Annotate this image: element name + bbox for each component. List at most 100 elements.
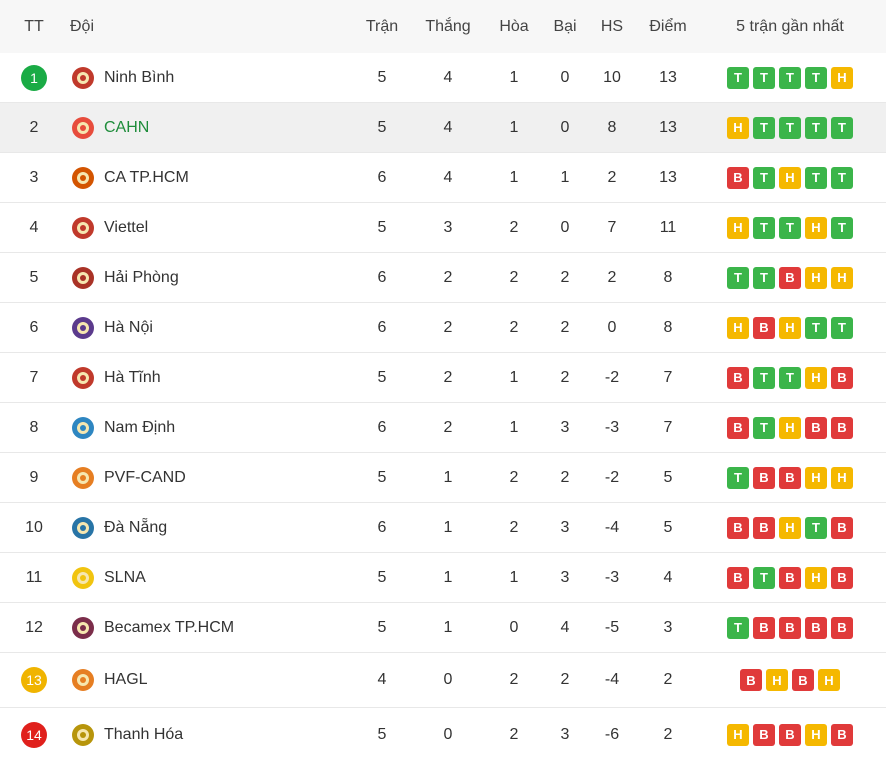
- form-badge: B: [831, 416, 853, 439]
- thanh-hoa-logo: [72, 723, 94, 746]
- form-badge: H: [727, 216, 749, 239]
- cahn-logo: [72, 116, 94, 139]
- table-row[interactable]: 3 CA TP.HCM 6 4 1 1 2 13 B T H T T: [0, 153, 886, 203]
- won-cell: 1: [443, 518, 453, 536]
- form-badge: T: [831, 116, 853, 139]
- played-cell: 5: [377, 568, 387, 586]
- form-badge: B: [831, 366, 853, 389]
- goal-difference-cell: 8: [607, 118, 617, 136]
- team-name[interactable]: Ninh Bình: [104, 68, 175, 86]
- form-badge: H: [831, 266, 853, 289]
- team-name[interactable]: Nam Định: [104, 418, 176, 436]
- team-name[interactable]: CA TP.HCM: [104, 168, 189, 186]
- won-cell: 4: [443, 118, 453, 136]
- hagl-logo: [72, 669, 94, 691]
- header-won: Thắng: [425, 17, 471, 35]
- form-badge: H: [831, 466, 853, 489]
- played-cell: 5: [377, 468, 387, 486]
- header-drawn: Hòa: [499, 17, 529, 35]
- form-badge: B: [831, 566, 853, 589]
- points-cell: 11: [659, 218, 677, 236]
- team-name[interactable]: Viettel: [104, 218, 149, 236]
- table-row[interactable]: 4 Viettel 5 3 2 0 7 11 H T T H T: [0, 203, 886, 253]
- drawn-cell: 2: [509, 268, 519, 286]
- form-badge: H: [727, 316, 749, 339]
- team-name[interactable]: Thanh Hóa: [104, 725, 184, 743]
- table-row[interactable]: 14 Thanh Hóa 5 0 2 3 -6 2 H B B H B: [0, 708, 886, 761]
- table-row[interactable]: 6 Hà Nội 6 2 2 2 0 8 H B H T T: [0, 303, 886, 353]
- form-badge: H: [805, 216, 827, 239]
- table-row[interactable]: 2 CAHN 5 4 1 0 8 13 H T T T T: [0, 103, 886, 153]
- table-row[interactable]: 8 Nam Định 6 2 1 3 -3 7 B T H B B: [0, 403, 886, 453]
- table-row[interactable]: 12 Becamex TP.HCM 5 1 0 4 -5 3 T B B B B: [0, 603, 886, 653]
- team-cell: CA TP.HCM: [70, 153, 360, 202]
- team-name[interactable]: Becamex TP.HCM: [104, 618, 235, 636]
- team-name[interactable]: Đà Nẵng: [104, 518, 168, 536]
- lost-cell: 0: [560, 218, 570, 236]
- won-cell: 0: [443, 725, 453, 743]
- goal-difference-cell: -2: [604, 468, 620, 486]
- team-cell: Hà Nội: [70, 303, 360, 352]
- played-cell: 4: [377, 671, 387, 688]
- won-cell: 0: [443, 671, 453, 688]
- ca-tphcm-logo: [72, 166, 94, 189]
- rank-cell: 3: [29, 168, 39, 186]
- team-name[interactable]: PVF-CAND: [104, 468, 186, 486]
- team-name[interactable]: Hà Tĩnh: [104, 368, 161, 386]
- form-badge: T: [779, 216, 801, 239]
- drawn-cell: 2: [509, 468, 519, 486]
- team-name[interactable]: Hải Phòng: [104, 268, 179, 286]
- form-badge: B: [727, 516, 749, 539]
- form-badge: B: [779, 466, 801, 489]
- form-badge: T: [753, 66, 775, 89]
- table-row[interactable]: 13 HAGL 4 0 2 2 -4 2 B H B H: [0, 653, 886, 708]
- goal-difference-cell: -6: [604, 725, 620, 743]
- team-cell: PVF-CAND: [70, 453, 360, 502]
- form-badge: B: [753, 723, 775, 746]
- form-badge: T: [727, 266, 749, 289]
- table-row[interactable]: 7 Hà Tĩnh 5 2 1 2 -2 7 B T T H B: [0, 353, 886, 403]
- header-rank: TT: [24, 17, 44, 35]
- form-badge: B: [740, 669, 762, 691]
- lost-cell: 2: [560, 468, 570, 486]
- rank-cell: 8: [29, 418, 39, 436]
- team-name[interactable]: Hà Nội: [104, 318, 153, 336]
- lost-cell: 2: [560, 268, 570, 286]
- form-badge: H: [779, 416, 801, 439]
- played-cell: 6: [377, 268, 387, 286]
- rank-cell: 7: [29, 368, 39, 386]
- form-badge: H: [805, 566, 827, 589]
- goal-difference-cell: -5: [604, 618, 620, 636]
- form-badge: B: [779, 723, 801, 746]
- form-badge: B: [831, 723, 853, 746]
- header-played: Trận: [365, 17, 399, 35]
- table-row[interactable]: 10 Đà Nẵng 6 1 2 3 -4 5 B B H T B: [0, 503, 886, 553]
- form-badge: T: [779, 366, 801, 389]
- table-row[interactable]: 1 Ninh Bình 5 4 1 0 10 13 T T T T H: [0, 53, 886, 103]
- form-badge: B: [753, 466, 775, 489]
- played-cell: 5: [377, 218, 387, 236]
- table-row[interactable]: 9 PVF-CAND 5 1 2 2 -2 5 T B B H H: [0, 453, 886, 503]
- ninh-binh-logo: [72, 66, 94, 89]
- form-badge: H: [818, 669, 840, 691]
- team-name[interactable]: CAHN: [104, 118, 150, 136]
- team-name[interactable]: SLNA: [104, 568, 146, 586]
- form-badge: T: [831, 316, 853, 339]
- table-row[interactable]: 11 SLNA 5 1 1 3 -3 4 B T B H B: [0, 553, 886, 603]
- team-name[interactable]: HAGL: [104, 671, 148, 688]
- rank-cell: 13: [14, 653, 54, 707]
- form-badge: B: [727, 166, 749, 189]
- won-cell: 2: [443, 368, 453, 386]
- table-row[interactable]: 5 Hải Phòng 6 2 2 2 2 8 T T B H H: [0, 253, 886, 303]
- form-badge: H: [805, 723, 827, 746]
